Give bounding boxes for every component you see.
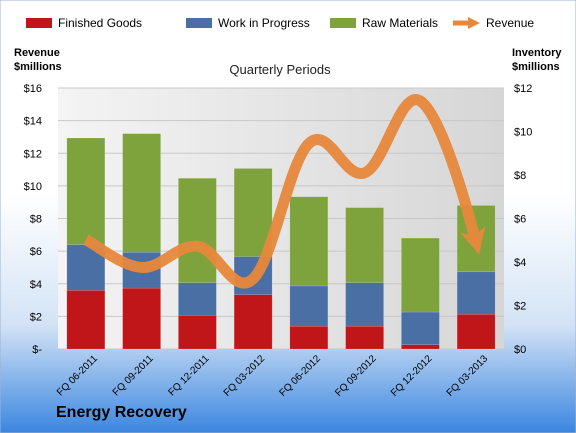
x-axis-ticks: FQ 06-2011 FQ 09-2011 FQ 12-2011 FQ 03-2012… — [55, 353, 491, 399]
left-tick-label: $2 — [30, 311, 42, 323]
bar-work-in-progress — [456, 271, 496, 315]
bar-work-in-progress — [401, 311, 440, 345]
right-axis-title: Inventory $millions — [512, 46, 562, 74]
bar-finished-goods — [401, 344, 440, 350]
x-tick-label: FQ 12-2012 — [389, 353, 435, 399]
right-tick-label: $12 — [514, 83, 532, 95]
legend-label: Revenue — [486, 16, 535, 30]
right-axis-title-line1: Inventory — [512, 47, 562, 59]
x-tick-label: FQ 03-2012 — [222, 353, 268, 399]
right-tick-label: $8 — [514, 170, 526, 182]
bar-raw-materials — [122, 133, 161, 253]
left-tick-label: $4 — [30, 279, 42, 291]
bar-raw-materials — [401, 237, 440, 313]
bar-finished-goods — [289, 325, 329, 350]
bar-raw-materials — [345, 207, 384, 283]
bar-finished-goods — [178, 315, 217, 350]
right-tick-label: $4 — [514, 257, 526, 269]
revenue-line-path — [83, 94, 486, 289]
bar-raw-materials — [178, 178, 217, 283]
left-tick-label: $6 — [30, 246, 42, 258]
bar-finished-goods — [66, 290, 106, 350]
bar-finished-goods — [456, 313, 496, 350]
bar-work-in-progress — [345, 282, 384, 327]
left-axis-title-line1: Revenue — [14, 47, 60, 59]
right-axis-title-line2: $millions — [512, 61, 560, 73]
x-tick-label: FQ 09-2011 — [111, 353, 156, 398]
right-tick-label: $2 — [514, 301, 526, 313]
right-axis-ticks: $0 $2 $4 $6 $8 $10 $12 — [514, 83, 532, 356]
left-tick-label: $10 — [24, 181, 42, 193]
bar-finished-goods — [122, 287, 161, 350]
x-tick-label: FQ 12-2011 — [167, 353, 212, 398]
legend-label: Work in Progress — [218, 16, 310, 30]
x-tick-label: FQ 06-2011 — [55, 353, 100, 398]
legend-swatch — [452, 17, 480, 29]
bar-raw-materials — [66, 137, 106, 245]
bar-finished-goods — [233, 294, 273, 350]
left-tick-label: $8 — [30, 214, 42, 226]
legend-item: Revenue — [452, 16, 534, 30]
legend-item: Work in Progress — [186, 16, 310, 30]
chart-title: Quarterly Periods — [229, 62, 331, 77]
revenue-line — [83, 94, 486, 289]
legend-swatch — [26, 18, 52, 28]
left-axis-title: Revenue $millions — [14, 46, 62, 74]
left-tick-label: $16 — [24, 83, 42, 95]
legend-swatch — [330, 18, 356, 28]
right-tick-label: $0 — [514, 344, 526, 356]
company-name: Energy Recovery — [56, 404, 187, 421]
left-tick-label: $- — [32, 344, 42, 356]
bar-raw-materials — [289, 196, 329, 287]
left-axis-ticks: $- $2 $4 $6 $8 $10 $12 $14 $16 — [24, 83, 43, 356]
left-tick-label: $12 — [24, 148, 42, 160]
legend-label: Finished Goods — [58, 16, 143, 30]
left-axis-title-line2: $millions — [14, 61, 62, 73]
left-tick-label: $14 — [24, 116, 42, 128]
legend-item: Finished Goods — [26, 16, 142, 30]
x-tick-label: FQ 09-2012 — [333, 353, 379, 399]
legend-swatch — [186, 18, 212, 28]
right-tick-label: $10 — [514, 127, 532, 139]
x-tick-label: FQ 06-2012 — [277, 353, 323, 399]
bar-finished-goods — [345, 325, 384, 350]
legend-label: Raw Materials — [362, 16, 439, 30]
bars — [66, 133, 496, 350]
bar-work-in-progress — [289, 285, 329, 327]
x-tick-label: FQ 03-2013 — [445, 353, 491, 399]
bar-work-in-progress — [178, 282, 217, 316]
legend-item: Raw Materials — [330, 16, 438, 30]
right-tick-label: $6 — [514, 214, 526, 226]
